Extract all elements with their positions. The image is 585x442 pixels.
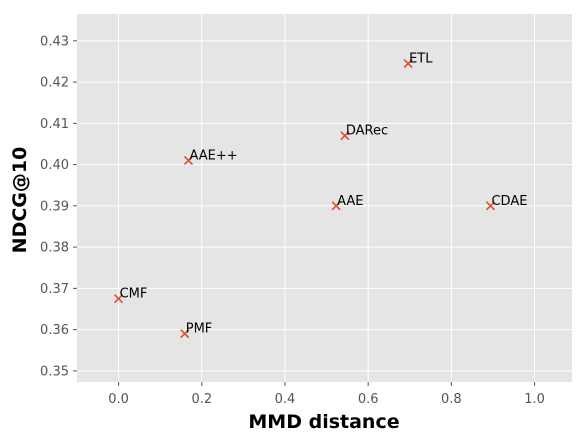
y-tick-label: 0.40 (40, 158, 69, 173)
y-tick-label: 0.42 (40, 76, 69, 91)
x-tick-label: 1.0 (524, 392, 545, 407)
data-point: DARec (340, 124, 388, 141)
y-tick-label: 0.41 (40, 117, 69, 132)
point-marker (180, 329, 190, 339)
data-points: ETL DARec AAE++ AAE CDAE CMF PMF (114, 52, 527, 339)
point-label: AAE++ (189, 148, 237, 163)
x-axis-title: MMD distance (248, 411, 399, 433)
point-label: PMF (186, 322, 213, 337)
plot-background (77, 14, 572, 382)
y-tick-label: 0.37 (40, 282, 69, 297)
x-tick-label: 0.8 (441, 392, 462, 407)
point-label: CDAE (491, 194, 527, 209)
axis-ticks: 0.0 0.2 0.4 0.6 0.8 1.0 0.35 0.36 0.37 0.38 0.39 0.… (40, 34, 545, 407)
x-tick-label: 0.2 (191, 392, 212, 407)
point-marker (485, 201, 496, 211)
point-label: ETL (409, 52, 433, 67)
y-tick-label: 0.43 (40, 34, 69, 49)
point-marker (114, 294, 124, 304)
point-label: DARec (346, 124, 388, 139)
point-marker (331, 201, 341, 211)
data-point: PMF (180, 322, 213, 339)
data-point: CMF (114, 287, 148, 304)
x-tick-label: 0.0 (108, 392, 129, 407)
y-tick-label: 0.39 (40, 199, 69, 214)
point-marker (340, 131, 350, 141)
x-tick-label: 0.4 (275, 392, 296, 407)
point-label: CMF (120, 287, 148, 302)
y-tick-label: 0.38 (40, 241, 69, 256)
point-marker (183, 155, 194, 166)
data-point: AAE++ (183, 148, 238, 166)
data-point: ETL (403, 52, 433, 69)
data-point: AAE (331, 194, 364, 211)
point-label: AAE (337, 194, 363, 209)
y-tick-label: 0.35 (40, 364, 69, 379)
x-tick-label: 0.6 (358, 392, 379, 407)
y-tick-label: 0.36 (40, 323, 69, 338)
data-point: CDAE (485, 194, 527, 211)
point-marker (403, 58, 413, 69)
y-axis-title: NDCG@10 (9, 147, 31, 254)
